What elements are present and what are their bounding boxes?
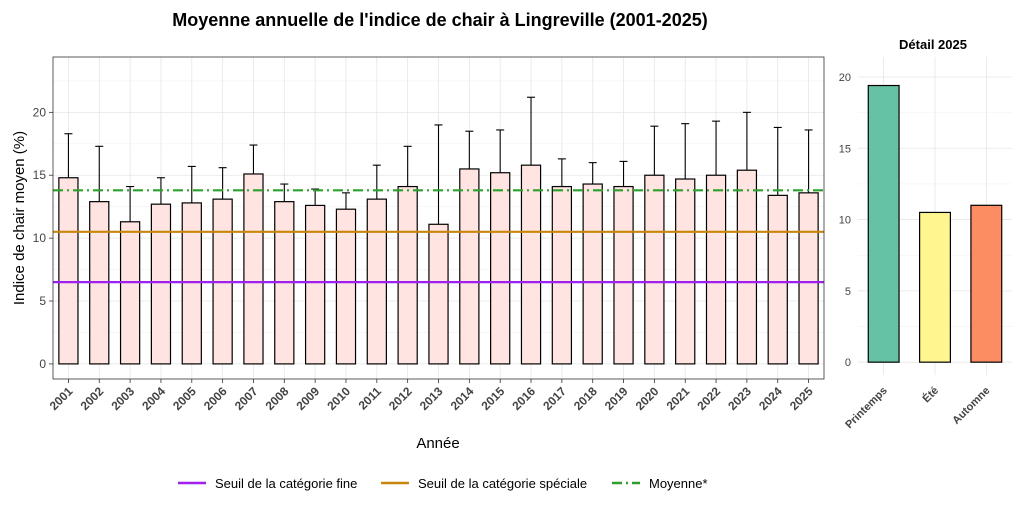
- x-tick-label: 2024: [756, 384, 785, 413]
- bar-2005: [181, 202, 202, 365]
- side-plot-area: 0 5 10 15 20 Printemps Été Automne: [839, 57, 1012, 431]
- x-tick-label: 2008: [263, 384, 292, 413]
- x-tick-label: 2019: [602, 384, 631, 413]
- x-tick-label: 2025: [787, 384, 816, 413]
- y-tick-label: 15: [33, 168, 47, 182]
- x-tick-label: 2003: [108, 384, 137, 413]
- x-tick-label: 2011: [356, 384, 385, 413]
- side-y-tick-label: 15: [839, 143, 851, 155]
- y-axis-title: Indice de chair moyen (%): [11, 131, 28, 305]
- x-tick-label: 2022: [694, 384, 723, 413]
- x-tick-label: 2001: [47, 384, 76, 413]
- legend-label-1: Seuil de la catégorie fine: [215, 476, 357, 491]
- bar-2016: [520, 164, 542, 365]
- bar-2021: [675, 178, 696, 365]
- bar-2009: [304, 204, 326, 365]
- bar-2022: [705, 174, 727, 365]
- x-tick-label: 2009: [293, 384, 322, 413]
- bar-2023: [736, 169, 758, 365]
- x-tick-label: 2017: [540, 384, 569, 413]
- y-tick-label: 20: [33, 105, 47, 119]
- side-chart-title: Détail 2025: [899, 37, 967, 52]
- bar-2024: [767, 194, 788, 365]
- main-chart-title: Moyenne annuelle de l'indice de chair à …: [172, 10, 707, 30]
- legend-label-2: Seuil de la catégorie spéciale: [418, 476, 587, 491]
- x-tick-label: 2010: [324, 384, 353, 413]
- x-axis-title: Année: [416, 435, 459, 452]
- bar-2014: [459, 168, 480, 365]
- y-tick-label: 10: [33, 231, 47, 245]
- x-tick-label: 2023: [725, 384, 754, 413]
- x-tick-label: 2005: [170, 384, 199, 413]
- bar-2013: [428, 223, 449, 365]
- side-y-tick-label: 20: [839, 72, 851, 84]
- side-x-tick-label: Été: [920, 384, 941, 405]
- legend-label-3: Moyenne*: [649, 476, 708, 491]
- x-tick-label: 2012: [386, 384, 415, 413]
- side-bar-3: [970, 204, 1003, 363]
- x-tick-label: 2015: [479, 384, 508, 413]
- bar-2003: [119, 221, 141, 365]
- bar-2017: [551, 185, 573, 365]
- bar-2015: [490, 172, 511, 365]
- bar-2004: [150, 203, 172, 365]
- x-tick-label: 2016: [509, 384, 538, 413]
- x-tick-label: 2004: [139, 384, 168, 413]
- x-tick-label: 2020: [633, 384, 662, 413]
- bar-2025: [798, 192, 819, 365]
- x-tick-label: 2014: [448, 384, 477, 413]
- x-tick-label: 2018: [571, 384, 600, 413]
- bar-2012: [397, 185, 418, 365]
- x-tick-label: 2013: [417, 384, 446, 413]
- side-x-tick-label: Automne: [950, 385, 992, 427]
- bar-2007: [243, 173, 264, 365]
- x-tick-label: 2006: [201, 384, 230, 413]
- legend: Seuil de la catégorie fine Seuil de la ca…: [178, 476, 708, 491]
- side-y-tick-label: 5: [845, 286, 851, 298]
- bar-2018: [582, 183, 603, 365]
- y-tick-label: 0: [39, 357, 46, 371]
- bar-2001: [58, 177, 79, 365]
- bar-2019: [613, 185, 634, 365]
- side-y-tick-label: 0: [845, 357, 851, 369]
- side-x-tick-label: Printemps: [843, 385, 890, 432]
- bar-2020: [644, 174, 665, 365]
- side-bar-1: [867, 84, 900, 363]
- side-bar-2: [918, 211, 951, 363]
- x-tick-label: 2021: [664, 384, 693, 413]
- x-tick-label: 2002: [78, 384, 107, 413]
- x-tick-label: 2007: [232, 384, 261, 413]
- y-tick-label: 5: [39, 294, 46, 308]
- main-plot-area: 0 5 10 15 20 2001 2002 2003 2004 2005 2006 2007 2008…: [33, 56, 825, 413]
- side-y-tick-label: 10: [839, 215, 851, 227]
